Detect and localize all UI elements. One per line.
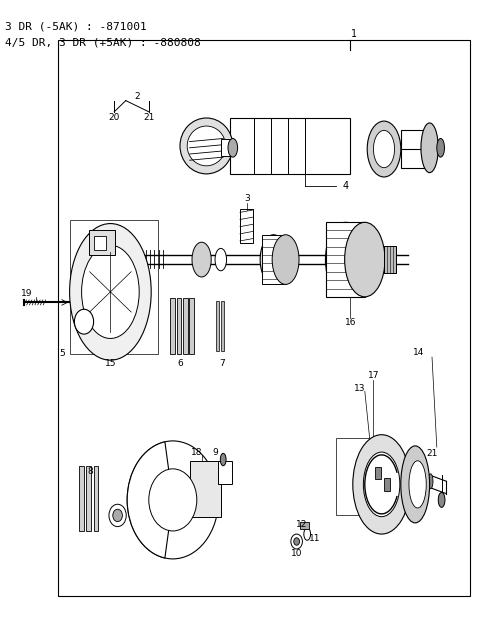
- Bar: [86, 466, 91, 531]
- Ellipse shape: [421, 123, 438, 173]
- Text: 21: 21: [143, 114, 155, 122]
- Text: 2: 2: [134, 92, 140, 101]
- Bar: [218, 461, 232, 484]
- Ellipse shape: [113, 509, 122, 522]
- Ellipse shape: [192, 242, 211, 277]
- Bar: [221, 139, 233, 156]
- Ellipse shape: [220, 453, 226, 466]
- Ellipse shape: [187, 126, 226, 166]
- Text: 1: 1: [350, 29, 356, 39]
- Text: 9: 9: [212, 448, 218, 456]
- Ellipse shape: [70, 224, 151, 360]
- Text: 17: 17: [368, 371, 379, 380]
- Ellipse shape: [291, 534, 302, 549]
- Bar: [94, 236, 106, 250]
- Ellipse shape: [437, 138, 444, 157]
- Ellipse shape: [304, 528, 311, 540]
- Ellipse shape: [109, 504, 126, 527]
- Bar: [216, 301, 219, 351]
- Text: 19: 19: [21, 289, 32, 298]
- Text: 8: 8: [87, 468, 93, 476]
- Ellipse shape: [438, 492, 445, 507]
- Ellipse shape: [180, 118, 233, 174]
- Text: 12: 12: [296, 520, 307, 529]
- Text: 13: 13: [354, 384, 366, 392]
- Bar: [384, 478, 390, 491]
- Text: 4: 4: [343, 181, 348, 191]
- Ellipse shape: [367, 121, 401, 177]
- Text: 5: 5: [60, 350, 65, 358]
- Text: 7: 7: [219, 359, 225, 368]
- Text: 21: 21: [426, 449, 438, 458]
- Bar: [170, 298, 175, 354]
- Ellipse shape: [409, 461, 426, 508]
- Ellipse shape: [260, 235, 287, 284]
- Ellipse shape: [272, 235, 299, 284]
- Ellipse shape: [428, 474, 433, 489]
- Ellipse shape: [74, 309, 94, 334]
- Ellipse shape: [401, 446, 430, 523]
- Text: 3: 3: [244, 194, 250, 203]
- Ellipse shape: [325, 222, 366, 297]
- Bar: [384, 246, 396, 273]
- Bar: [89, 230, 115, 255]
- Bar: [326, 222, 365, 297]
- Text: 16: 16: [345, 319, 356, 327]
- Text: 20: 20: [108, 114, 120, 122]
- Text: 20: 20: [87, 263, 98, 271]
- Bar: [221, 301, 224, 351]
- Text: 4/5 DR, 3 DR (+5AK) : -880808: 4/5 DR, 3 DR (+5AK) : -880808: [5, 37, 201, 47]
- Ellipse shape: [345, 222, 385, 297]
- Ellipse shape: [149, 469, 197, 531]
- Text: 6: 6: [177, 359, 183, 368]
- Ellipse shape: [228, 138, 238, 157]
- Bar: [94, 466, 98, 531]
- Ellipse shape: [353, 435, 410, 534]
- Bar: [230, 118, 350, 174]
- Text: 14: 14: [413, 348, 424, 357]
- Ellipse shape: [373, 130, 395, 168]
- Text: 11: 11: [309, 534, 320, 543]
- Ellipse shape: [215, 248, 227, 271]
- Text: 3 DR (-5AK) : -871001: 3 DR (-5AK) : -871001: [5, 22, 146, 32]
- Ellipse shape: [88, 270, 93, 279]
- Text: 18: 18: [191, 448, 203, 456]
- Bar: [177, 298, 181, 354]
- Bar: [190, 461, 221, 517]
- Bar: [375, 467, 381, 479]
- Ellipse shape: [363, 452, 400, 517]
- Bar: [58, 40, 470, 596]
- Bar: [183, 298, 188, 354]
- Ellipse shape: [294, 538, 300, 545]
- Bar: [70, 220, 158, 354]
- Bar: [336, 438, 391, 515]
- Bar: [79, 466, 84, 531]
- Text: 15: 15: [105, 359, 116, 368]
- Wedge shape: [127, 442, 173, 558]
- Bar: [189, 298, 194, 354]
- Bar: [401, 130, 427, 168]
- Ellipse shape: [82, 245, 139, 338]
- Bar: [240, 209, 253, 243]
- Text: 10: 10: [291, 550, 302, 558]
- Bar: [300, 522, 309, 529]
- Bar: [262, 235, 286, 284]
